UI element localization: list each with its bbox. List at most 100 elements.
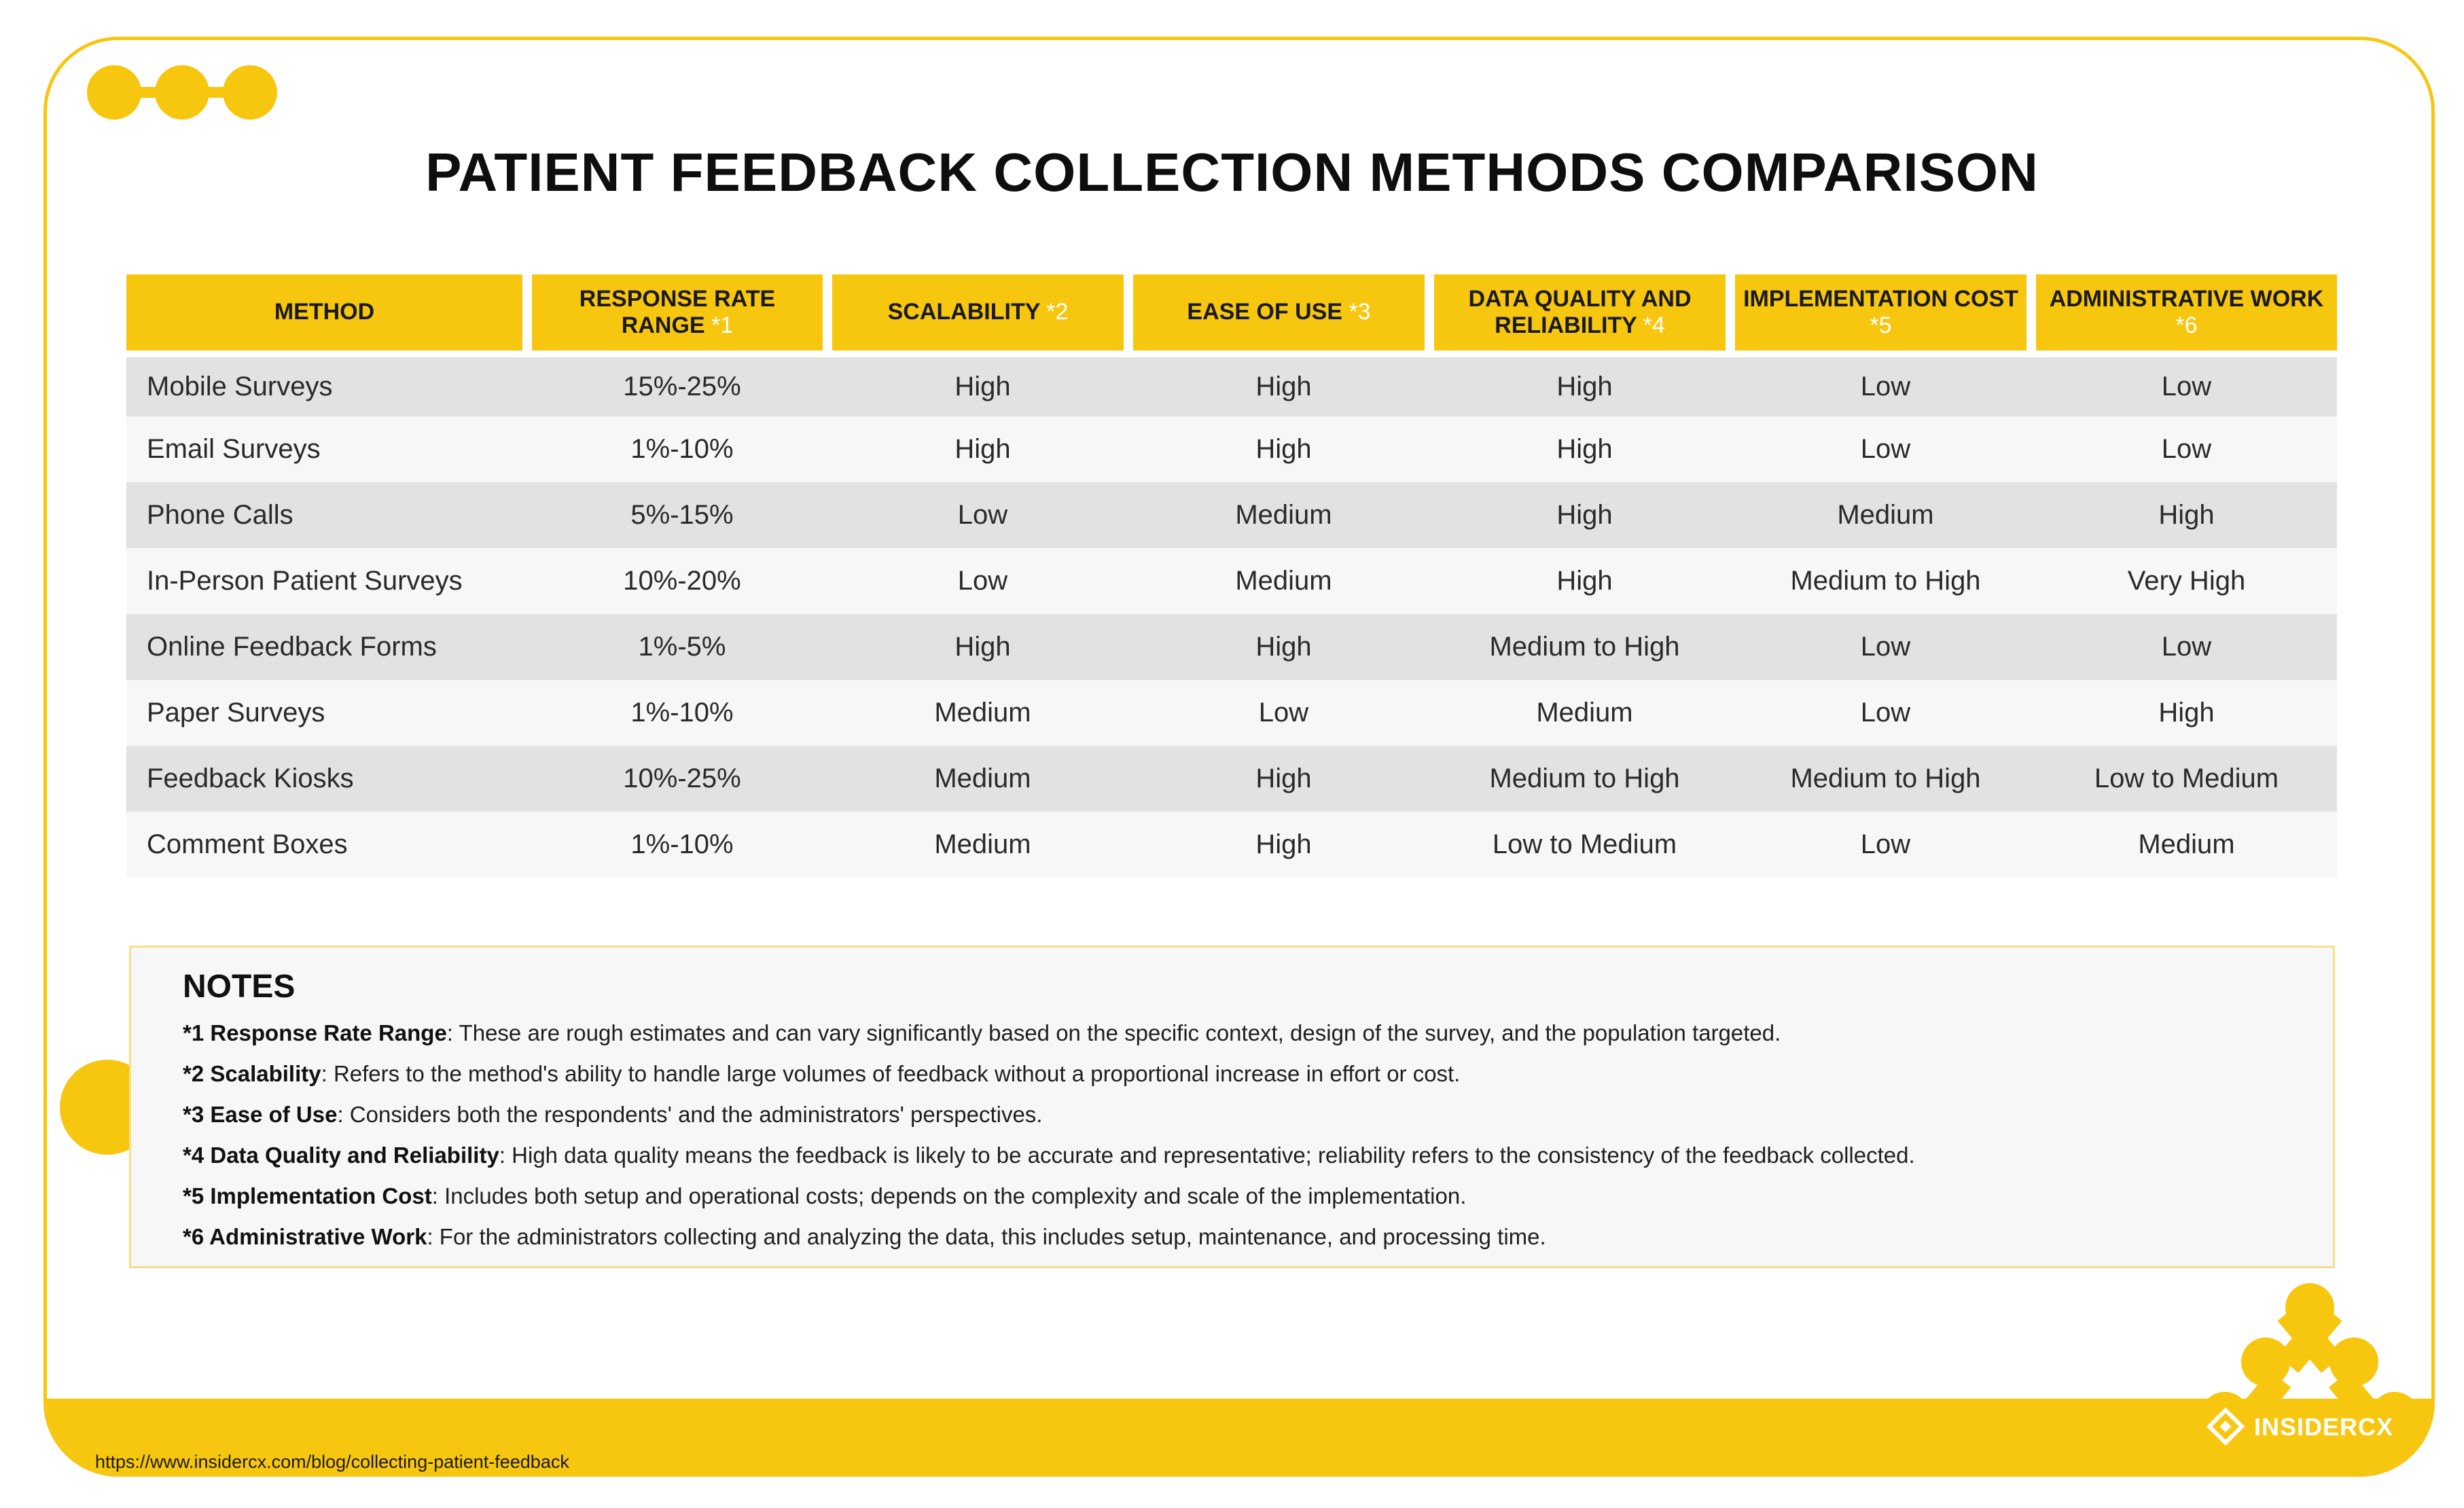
table-cell: Low [1735,351,2036,416]
table-cell-method: Feedback Kiosks [126,746,532,812]
table-cell: Medium [1133,548,1434,614]
table-cell: Low [2036,614,2337,680]
note-text: : These are rough estimates and can vary… [446,1020,1781,1045]
table-cell-method: Phone Calls [126,482,532,548]
table-cell: Medium [1133,482,1434,548]
header-implementation-cost: IMPLEMENTATION COST *5 [1735,274,2036,351]
table-row: Feedback Kiosks 10%-25% Medium High Medi… [126,746,2337,812]
header-label: METHOD [274,299,375,325]
note-text: : High data quality means the feedback i… [499,1143,1915,1168]
header-note: *2 [1046,299,1069,325]
table-cell: 15%-25% [532,351,832,416]
table-cell: High [1133,351,1434,416]
table-cell: 5%-15% [532,482,832,548]
table-cell: Low [1735,614,2036,680]
note-term: *1 Response Rate Range [183,1020,447,1045]
notes-list: *1 Response Rate Range: These are rough … [183,1013,2302,1257]
note-item: *6 Administrative Work: For the administ… [183,1217,2302,1257]
header-label: SCALABILITY [887,299,1040,325]
table-cell: High [1434,482,1735,548]
table-row: Phone Calls 5%-15% Low Medium High Mediu… [126,482,2337,548]
table-cell: High [832,416,1133,482]
table-cell-method: In-Person Patient Surveys [126,548,532,614]
table-header-row: METHOD RESPONSE RATE RANGE *1 SCALABILIT… [126,274,2337,351]
brand-name: INSIDERCX [2254,1413,2394,1441]
table-cell: High [1434,416,1735,482]
note-item: *2 Scalability: Refers to the method's a… [183,1054,2302,1094]
header-note: *4 [1643,312,1665,338]
table-cell: Low [832,482,1133,548]
table-cell-method: Paper Surveys [126,680,532,746]
table-cell: Medium to High [1434,746,1735,812]
header-ease-of-use: EASE OF USE *3 [1133,274,1434,351]
note-term: *5 Implementation Cost [183,1183,432,1208]
note-term: *2 Scalability [183,1061,321,1086]
header-label: IMPLEMENTATION COST [1743,285,2018,312]
table-cell-method: Mobile Surveys [126,351,532,416]
table-cell: Low to Medium [1434,812,1735,878]
table-cell: Low [1735,416,2036,482]
table-cell: Medium to High [1434,614,1735,680]
table-cell: Medium [2036,812,2337,878]
header-note: *1 [711,312,734,338]
note-term: *6 Administrative Work [183,1224,427,1249]
table-cell-method: Online Feedback Forms [126,614,532,680]
table-cell: Low [1133,680,1434,746]
table-row: Mobile Surveys 15%-25% High High High Lo… [126,351,2337,416]
table-row: Paper Surveys 1%-10% Medium Low Medium L… [126,680,2337,746]
header-label: EASE OF USE [1187,299,1342,325]
table-cell: Medium [1434,680,1735,746]
note-term: *3 Ease of Use [183,1102,338,1127]
table-cell: 1%-5% [532,614,832,680]
table-cell: Medium [832,746,1133,812]
table-cell: Medium [832,680,1133,746]
footer-url[interactable]: https://www.insidercx.com/blog/collectin… [95,1452,569,1472]
header-note: *3 [1349,299,1371,325]
note-item: *1 Response Rate Range: These are rough … [183,1013,2302,1054]
note-text: : Refers to the method's ability to hand… [321,1061,1461,1086]
table-row: In-Person Patient Surveys 10%-20% Low Me… [126,548,2337,614]
table-cell: Medium to High [1735,548,2036,614]
table-cell: High [1434,548,1735,614]
notes-panel: NOTES *1 Response Rate Range: These are … [129,946,2335,1268]
table-cell: Low [832,548,1133,614]
table-cell: 1%-10% [532,812,832,878]
page-title: PATIENT FEEDBACK COLLECTION METHODS COMP… [425,142,2039,202]
note-term: *4 Data Quality and Reliability [183,1143,499,1168]
header-note: *5 [1870,312,1892,338]
table-cell-method: Comment Boxes [126,812,532,878]
table-cell: High [2036,482,2337,548]
table-cell-method: Email Surveys [126,416,532,482]
table-cell: Low [2036,351,2337,416]
note-text: : Considers both the respondents' and th… [337,1102,1043,1127]
table-cell: Low to Medium [2036,746,2337,812]
header-method: METHOD [126,274,532,351]
header-label: ADMINISTRATIVE WORK [2049,285,2324,312]
table-cell: 1%-10% [532,416,832,482]
table-cell: High [832,614,1133,680]
notes-title: NOTES [183,969,296,1005]
table-row: Online Feedback Forms 1%-5% High High Me… [126,614,2337,680]
note-item: *5 Implementation Cost: Includes both se… [183,1176,2302,1217]
table-cell: Low [2036,416,2337,482]
header-label: DATA QUALITY AND RELIABILITY [1468,285,1692,338]
table-cell: 10%-25% [532,746,832,812]
footer-band [47,1399,2431,1473]
comparison-table: METHOD RESPONSE RATE RANGE *1 SCALABILIT… [126,274,2337,878]
table-row: Email Surveys 1%-10% High High High Low … [126,416,2337,482]
table-cell: Medium [1735,482,2036,548]
table-cell: High [1133,746,1434,812]
header-scalability: SCALABILITY *2 [832,274,1133,351]
table-cell: Very High [2036,548,2337,614]
table-cell: 1%-10% [532,680,832,746]
table-row: Comment Boxes 1%-10% Medium High Low to … [126,812,2337,878]
table-cell: Medium to High [1735,746,2036,812]
table-cell: High [1434,351,1735,416]
header-response-rate: RESPONSE RATE RANGE *1 [532,274,832,351]
table-cell: High [832,351,1133,416]
table-cell: 10%-20% [532,548,832,614]
header-label: RESPONSE RATE RANGE [579,285,776,338]
note-item: *4 Data Quality and Reliability: High da… [183,1135,2302,1176]
note-text: : For the administrators collecting and … [427,1224,1546,1249]
table-cell: Medium [832,812,1133,878]
